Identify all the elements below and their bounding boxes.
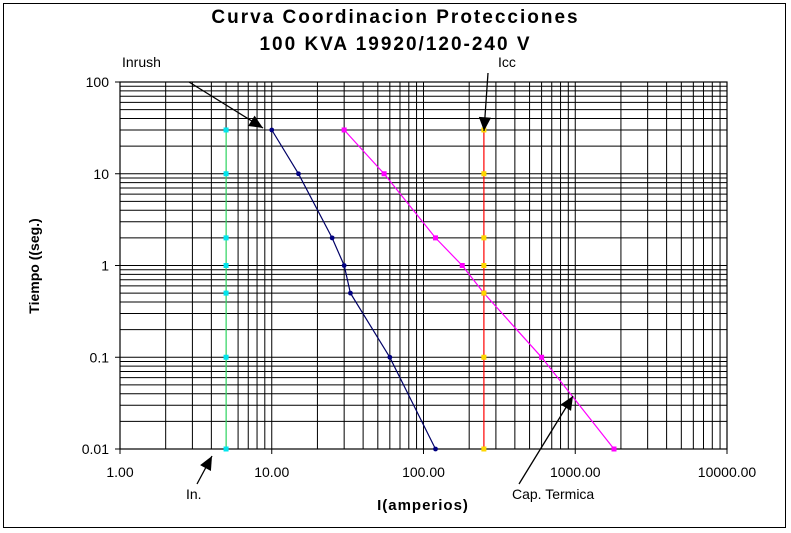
annotation-cap-termica-label: Cap. Termica: [512, 486, 594, 502]
x-axis-title: I(amperios): [377, 497, 469, 514]
series-4-point: [481, 235, 487, 241]
series-1-point: [223, 235, 229, 241]
series-2-point: [269, 127, 275, 133]
x-tick-label: 100.00: [402, 464, 445, 480]
arrow-cap-termica-shaft: [518, 395, 574, 485]
series-1-point: [223, 127, 229, 133]
arrow-in-head: [200, 456, 212, 471]
y-tick-label: 10: [93, 166, 109, 182]
chart-frame: [3, 3, 786, 528]
annotation-icc-label: Icc: [498, 54, 516, 70]
series-1-point: [223, 171, 229, 177]
series-2-point: [433, 446, 438, 452]
series-4-point: [481, 354, 487, 360]
x-tick-label: 10000.00: [698, 464, 757, 480]
series-4-point: [481, 171, 487, 177]
y-axis-title: Tiempo ((seg.): [26, 218, 42, 313]
series-2-point: [341, 263, 347, 268]
series-3-point: [433, 235, 439, 241]
annotation-in-label: In.: [186, 486, 202, 502]
arrow-cap-termica-head: [560, 396, 573, 411]
y-tick-label: 0.1: [90, 349, 110, 365]
chart-title-line-1: Curva Coordinacion Protecciones: [211, 7, 580, 28]
series-3-point: [611, 446, 617, 452]
series-4-point: [481, 446, 487, 452]
series-2-point: [296, 171, 301, 177]
y-tick-label: 0.01: [82, 441, 109, 457]
series-2-point: [387, 354, 393, 360]
arrow-icc-head: [478, 116, 492, 131]
x-tick-label: 1000.00: [550, 464, 601, 480]
series-4-point: [481, 263, 487, 268]
arrow-inrush-shaft: [188, 81, 264, 129]
series-3-point: [539, 354, 545, 360]
series-2-point: [329, 235, 335, 241]
x-tick-label: 1.00: [106, 464, 133, 480]
annotation-inrush-label: Inrush: [122, 54, 161, 70]
series-1-point: [223, 446, 229, 452]
series-3-point: [459, 263, 465, 268]
y-tick-label: 100: [86, 74, 110, 90]
arrow-inrush-head: [248, 115, 263, 128]
series-1-point: [223, 290, 229, 296]
series-1-point: [223, 354, 229, 360]
series-3-point: [341, 127, 347, 133]
x-tick-label: 10.00: [254, 464, 289, 480]
y-tick-label: 1: [101, 258, 109, 274]
series-2-point: [348, 290, 353, 296]
series-1-point: [223, 263, 229, 268]
chart-title-line-2: 100 KVA 19920/120-240 V: [259, 34, 532, 55]
series-3-point: [381, 171, 387, 177]
series-4-point: [481, 290, 487, 296]
